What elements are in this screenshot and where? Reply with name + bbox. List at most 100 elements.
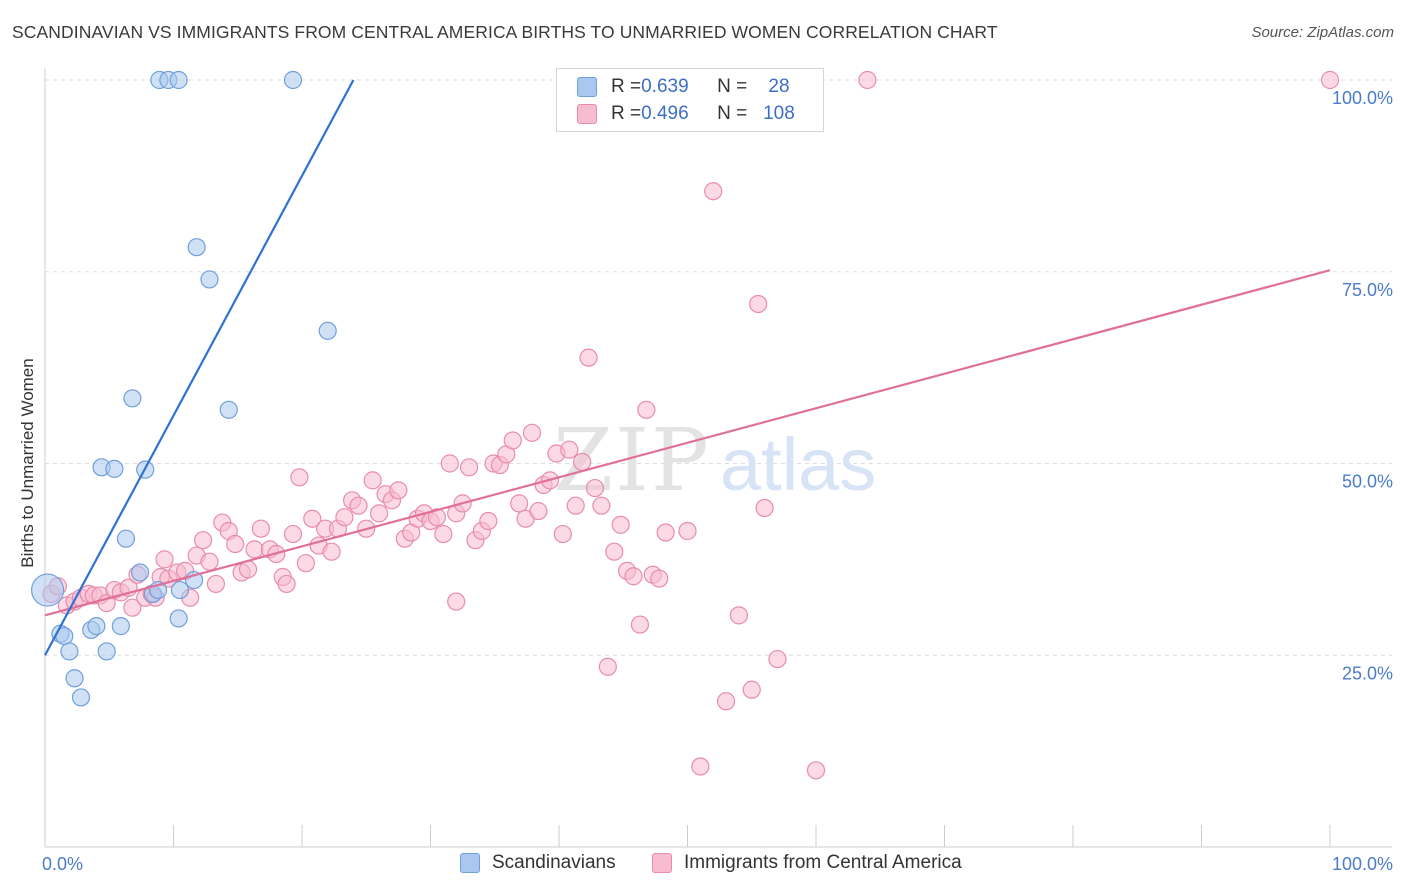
- point-scandinavians: [169, 609, 188, 628]
- legend-n-value: 28: [763, 76, 790, 97]
- legend-r-label: R =: [611, 76, 642, 97]
- point-scandinavians: [123, 389, 142, 408]
- point-immigrants: [1320, 70, 1340, 90]
- point-immigrants: [296, 554, 315, 573]
- point-immigrants: [447, 592, 466, 611]
- series-scandinavians-points: [30, 70, 337, 707]
- point-scandinavians: [30, 573, 65, 607]
- point-scandinavians: [318, 321, 337, 340]
- point-immigrants: [605, 542, 624, 561]
- point-immigrants: [283, 524, 303, 544]
- point-scandinavians: [105, 459, 124, 478]
- point-immigrants: [335, 508, 354, 527]
- legend-row-immigrants: R = 0.496 N = 108: [577, 101, 795, 127]
- legend-swatch-blue: [577, 77, 597, 97]
- point-scandinavians: [170, 580, 190, 600]
- point-immigrants: [656, 523, 675, 542]
- point-scandinavians: [111, 617, 130, 636]
- point-immigrants: [592, 496, 611, 515]
- point-immigrants: [349, 496, 368, 515]
- point-immigrants: [206, 574, 226, 594]
- axes: [44, 68, 1392, 848]
- trend-line-immigrants: [44, 269, 1331, 617]
- point-scandinavians: [60, 642, 79, 661]
- point-scandinavians: [87, 617, 106, 636]
- point-immigrants: [434, 524, 453, 544]
- point-immigrants: [553, 524, 572, 544]
- point-immigrants: [585, 478, 605, 498]
- point-immigrants: [678, 521, 697, 541]
- point-immigrants: [560, 440, 579, 459]
- point-immigrants: [729, 606, 749, 625]
- point-immigrants: [155, 550, 174, 569]
- point-scandinavians: [116, 529, 136, 548]
- legend-swatch-blue: [460, 853, 480, 873]
- point-immigrants: [510, 494, 529, 513]
- tick-labels: 25.0% 50.0% 75.0% 100.0% 0.0% 100.0%: [42, 88, 1393, 874]
- point-immigrants: [440, 454, 459, 473]
- point-scandinavians: [169, 70, 188, 90]
- point-scandinavians: [200, 270, 219, 289]
- point-scandinavians: [97, 642, 116, 661]
- point-scandinavians: [283, 70, 303, 90]
- legend-swatch-pink: [577, 104, 597, 124]
- point-immigrants: [245, 540, 264, 559]
- point-immigrants: [573, 452, 592, 472]
- point-scandinavians: [187, 238, 206, 257]
- point-immigrants: [749, 294, 768, 314]
- point-immigrants: [370, 504, 389, 523]
- point-immigrants: [755, 498, 774, 518]
- y-tick-label: 75.0%: [1342, 280, 1393, 300]
- point-immigrants: [716, 692, 736, 711]
- series-legend: Scandinavians Immigrants from Central Am…: [0, 852, 1406, 878]
- legend-r-label: R =: [611, 103, 642, 124]
- legend-n-value: 108: [763, 103, 795, 124]
- y-tick-label: 100.0%: [1332, 88, 1393, 108]
- point-immigrants: [566, 496, 585, 515]
- point-immigrants: [226, 534, 245, 554]
- point-immigrants: [650, 569, 669, 588]
- point-immigrants: [459, 458, 479, 477]
- legend-n-label: N =: [717, 103, 748, 124]
- point-immigrants: [251, 519, 270, 538]
- point-immigrants: [742, 680, 761, 699]
- y-axis-label: Births to Unmarried Women: [18, 358, 37, 567]
- stats-legend: R = 0.639 N = 28 R = 0.496 N = 108: [556, 68, 824, 132]
- point-immigrants: [704, 182, 723, 201]
- legend-swatch-pink: [652, 853, 672, 873]
- legend-label-scandinavians: Scandinavians: [492, 852, 616, 873]
- legend-label-immigrants: Immigrants from Central America: [684, 852, 962, 873]
- point-immigrants: [806, 761, 826, 780]
- point-immigrants: [691, 757, 710, 776]
- point-immigrants: [123, 598, 142, 617]
- legend-item-immigrants[interactable]: Immigrants from Central America: [652, 852, 962, 874]
- point-scandinavians: [219, 400, 238, 419]
- point-scandinavians: [71, 688, 91, 707]
- point-immigrants: [858, 70, 877, 90]
- y-tick-label: 50.0%: [1342, 472, 1393, 492]
- point-immigrants: [363, 471, 382, 490]
- point-immigrants: [200, 552, 219, 571]
- point-immigrants: [768, 649, 787, 669]
- point-immigrants: [529, 501, 548, 521]
- point-immigrants: [427, 508, 447, 527]
- point-immigrants: [598, 657, 617, 676]
- point-immigrants: [479, 511, 498, 531]
- x-tick-label: 100.0%: [1332, 854, 1393, 874]
- point-immigrants: [611, 515, 630, 534]
- point-immigrants: [389, 481, 408, 500]
- point-immigrants: [522, 423, 542, 442]
- x-tick-label: 0.0%: [42, 854, 83, 874]
- legend-item-scandinavians[interactable]: Scandinavians: [460, 852, 616, 874]
- point-immigrants: [579, 348, 598, 367]
- point-immigrants: [630, 615, 650, 634]
- point-immigrants: [277, 574, 296, 594]
- legend-n-label: N =: [717, 76, 748, 97]
- point-immigrants: [503, 431, 522, 450]
- point-scandinavians: [130, 563, 150, 582]
- trend-lines: [44, 79, 1331, 656]
- point-immigrants: [624, 567, 643, 586]
- watermark: ZIP atlas: [553, 411, 876, 511]
- legend-row-scandinavians: R = 0.639 N = 28: [577, 74, 790, 100]
